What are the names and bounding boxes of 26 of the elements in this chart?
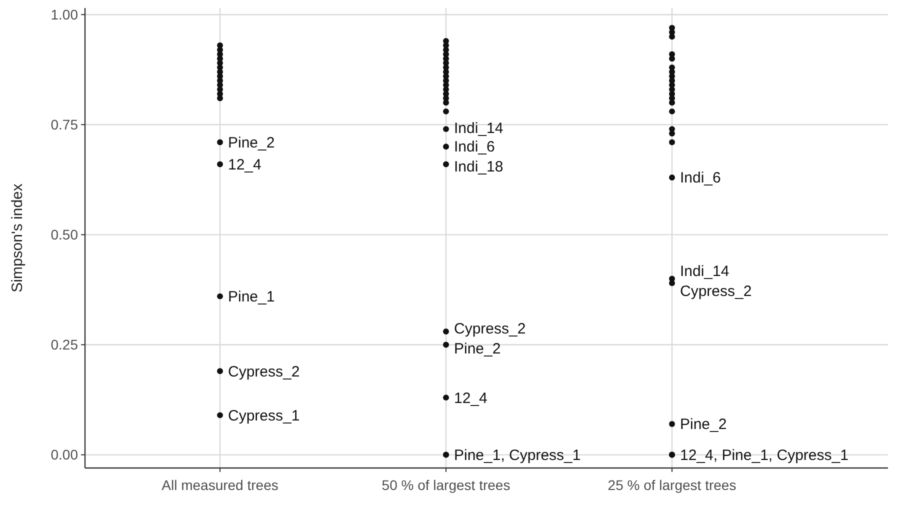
annotation: Indi_6 [680, 170, 721, 187]
y-tick-label: 0.75 [50, 116, 78, 133]
annotation: Pine_2 [228, 134, 275, 152]
y-tick-label: 0.25 [50, 336, 78, 353]
annotation: 12_4 [454, 390, 488, 407]
y-tick-label: 0.50 [50, 226, 78, 243]
annotation: Cypress_2 [680, 283, 752, 300]
y-tick-label: 0.00 [50, 446, 78, 463]
annotation: Pine_1, Cypress_1 [454, 447, 581, 464]
annotation: Pine_1 [228, 288, 275, 306]
annotation: 12_4 [228, 156, 262, 174]
annotation: Cypress_2 [454, 320, 526, 338]
annotation: 12_4, Pine_1, Cypress_1 [680, 447, 848, 464]
annotation: Indi_18 [454, 158, 504, 176]
annotation: Indi_14 [680, 263, 730, 280]
x-tick-label: 25 % of largest trees [608, 477, 736, 493]
x-tick-label: 50 % of largest trees [382, 477, 510, 493]
x-tick-label: All measured trees [162, 477, 278, 493]
annotation: Cypress_1 [228, 407, 300, 424]
annotation: Indi_6 [454, 138, 495, 156]
annotation: Pine_2 [454, 340, 501, 358]
y-tick-label: 1.00 [50, 6, 78, 23]
annotation: Pine_2 [680, 416, 727, 434]
annotation: Cypress_2 [228, 363, 300, 380]
annotation: Indi_14 [454, 120, 504, 138]
y-axis-title: Simpson's index [9, 183, 26, 292]
